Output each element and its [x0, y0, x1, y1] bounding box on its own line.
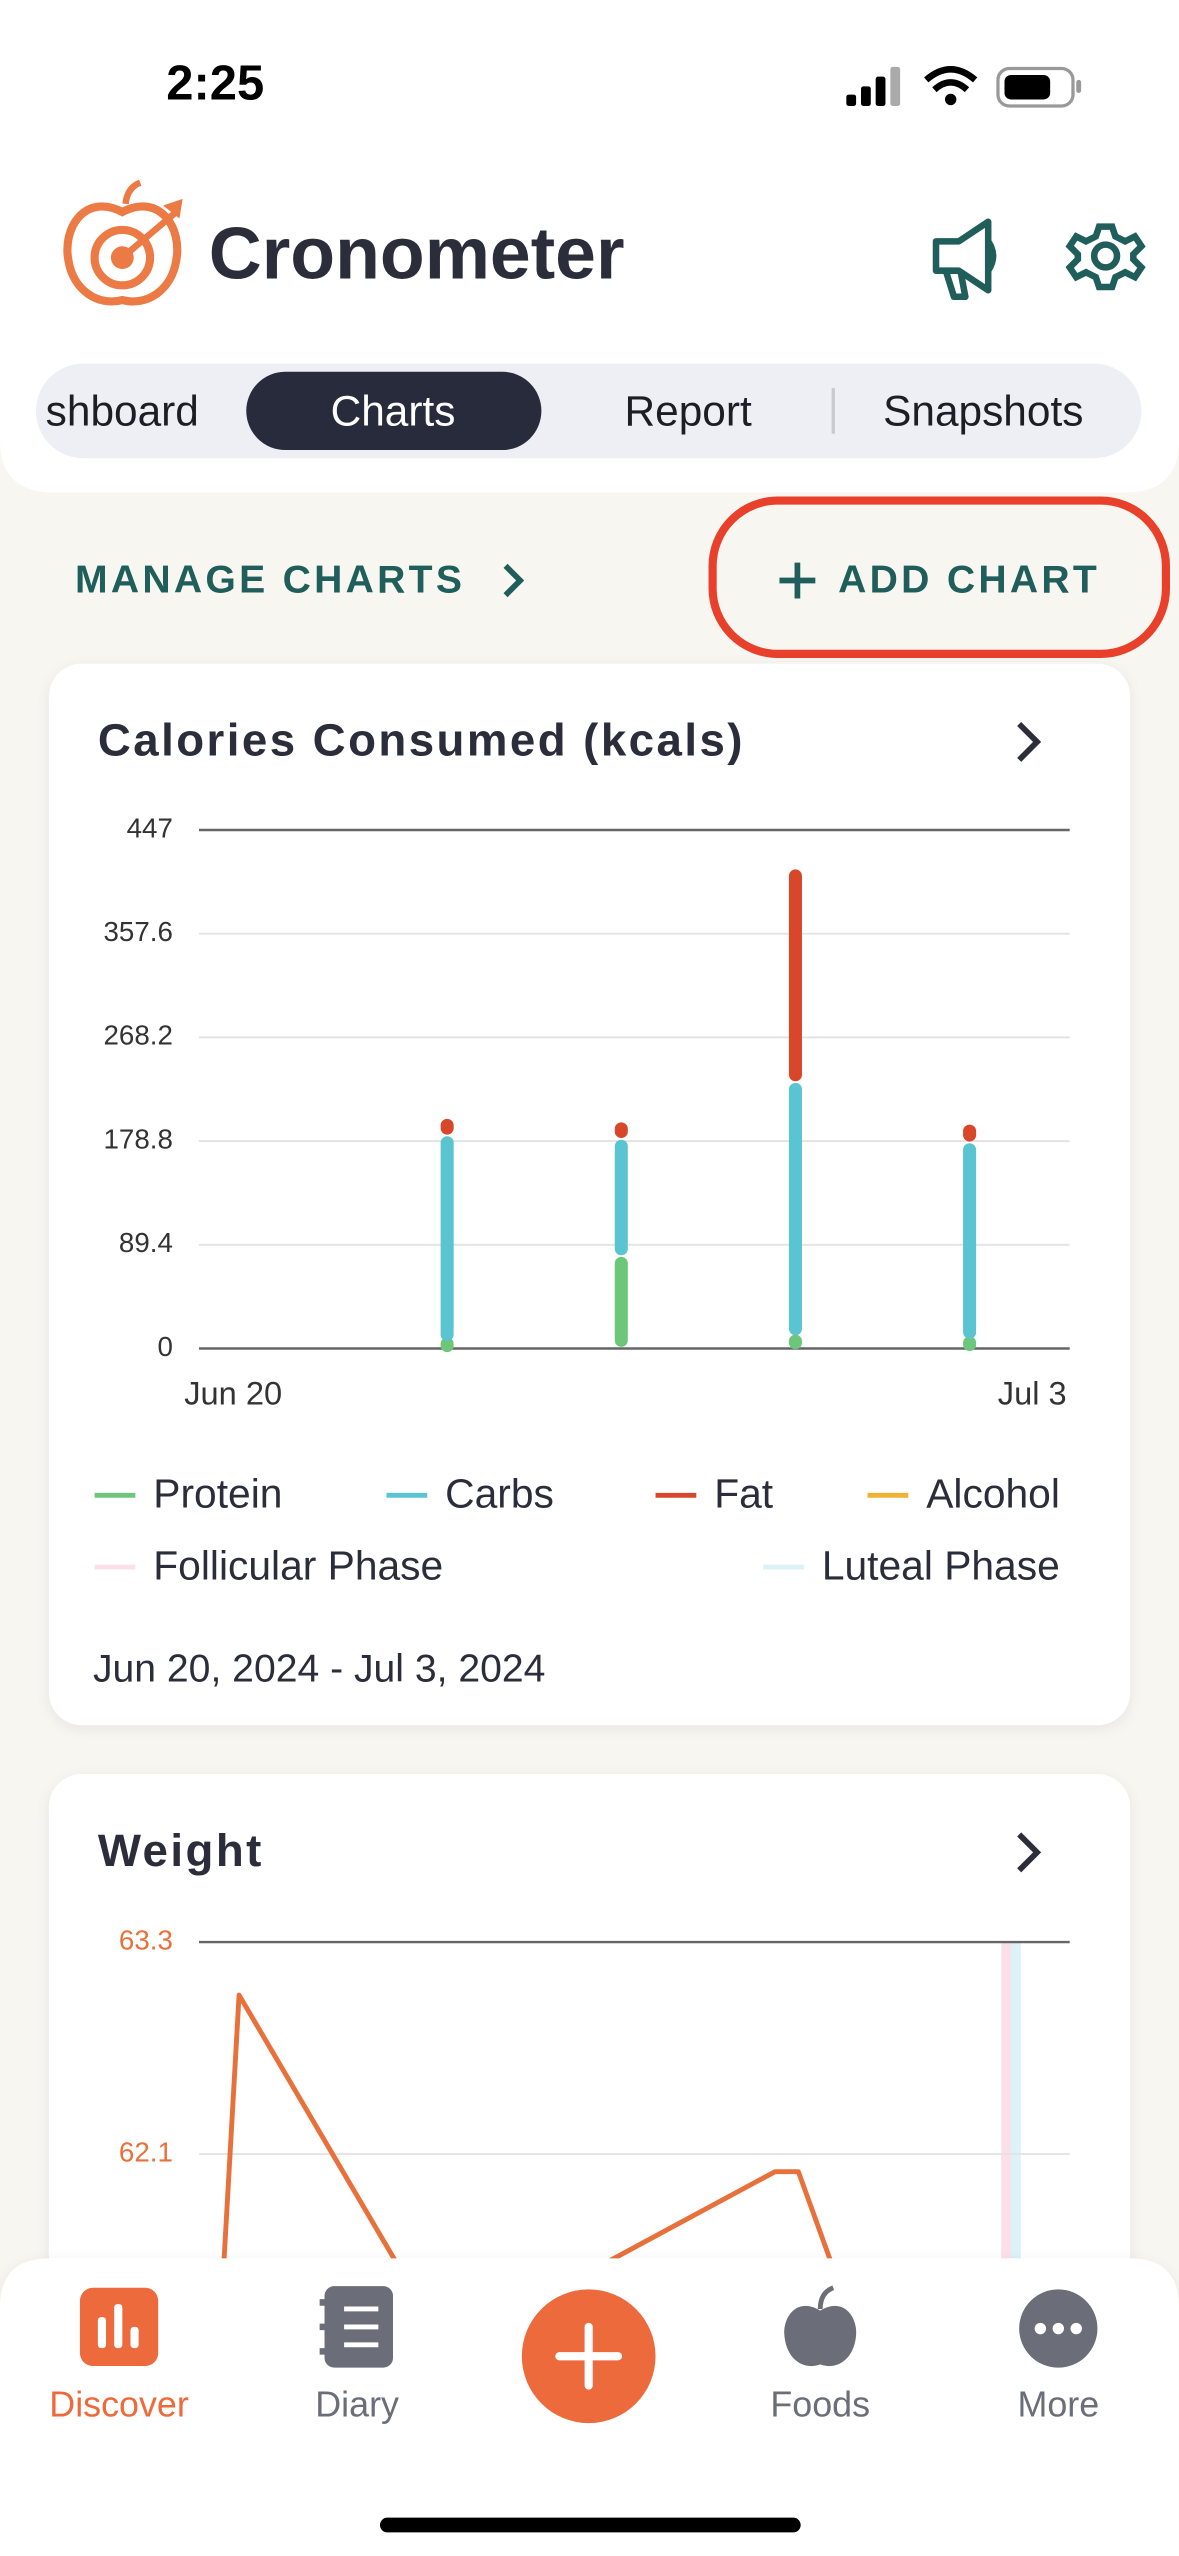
status-icons	[846, 66, 1082, 108]
chevron	[503, 563, 525, 598]
tab[interactable]: shboard	[46, 387, 199, 434]
x-tick-label: Jun 20	[184, 1374, 282, 1411]
plus-icon	[555, 2322, 623, 2390]
chart-title: Weight	[98, 1825, 264, 1876]
announcements-icon[interactable]	[932, 218, 997, 301]
discover-icon[interactable]	[79, 2287, 159, 2367]
nav-label[interactable]: More	[1017, 2384, 1099, 2424]
active-tab	[246, 371, 542, 451]
chart-title: Calories Consumed (kcals)	[98, 715, 745, 766]
legend-label: Fat	[714, 1471, 774, 1517]
y-tick-label: 0	[157, 1331, 172, 1362]
tab[interactable]: Report	[625, 387, 752, 434]
y-tick-label: 447	[127, 812, 173, 843]
y-tick-label: 63.3	[119, 1924, 173, 1955]
y-tick-label: 89.4	[119, 1227, 173, 1258]
legend-label: Protein	[153, 1471, 282, 1517]
chart-card[interactable]	[48, 663, 1131, 1726]
manage-charts-link[interactable]: MANAGE CHARTS	[75, 558, 465, 601]
y-tick-label: 268.2	[104, 1020, 173, 1051]
dot	[1034, 2322, 1047, 2335]
phase-band	[1001, 1942, 1012, 2269]
plus-icon	[779, 562, 816, 599]
add-chart-button[interactable]: ADD CHART	[838, 558, 1100, 601]
foods-icon[interactable]	[784, 2285, 857, 2367]
highlight-outline	[708, 496, 1171, 658]
legend-label: Carbs	[445, 1471, 554, 1517]
dot	[1070, 2322, 1082, 2335]
date-range: Jun 20, 2024 - Jul 3, 2024	[93, 1648, 545, 1691]
tab[interactable]: Snapshots	[883, 387, 1083, 434]
status-time: 2:25	[166, 56, 264, 110]
settings-icon[interactable]	[1065, 223, 1146, 291]
nav-label[interactable]: Diary	[315, 2384, 399, 2424]
y-tick-label: 62.1	[119, 2136, 173, 2167]
legend-label: Luteal Phase	[822, 1542, 1060, 1588]
app-name: Cronometer	[209, 213, 625, 295]
chevron[interactable]	[1017, 1832, 1042, 1873]
x-tick-label: Jul 3	[998, 1374, 1067, 1411]
legend-label: Alcohol	[926, 1471, 1060, 1517]
app-logo	[63, 179, 183, 306]
y-tick-label: 357.6	[104, 916, 173, 947]
diary-icon[interactable]	[319, 2286, 394, 2368]
y-tick-label: 178.8	[104, 1123, 173, 1154]
dot	[1052, 2322, 1065, 2335]
chevron[interactable]	[1017, 721, 1042, 762]
nav-label[interactable]: Foods	[770, 2384, 870, 2424]
charts: 0 89.4 178.8 268.2 357.6 447 Jun 20 Jul 3 Protei…	[94, 812, 1070, 2264]
tab[interactable]: Charts	[331, 387, 456, 434]
legend-label: Follicular Phase	[153, 1542, 443, 1588]
phase-band	[1011, 1942, 1021, 2269]
home-indicator	[379, 2517, 801, 2533]
nav-label[interactable]: Discover	[49, 2384, 189, 2424]
